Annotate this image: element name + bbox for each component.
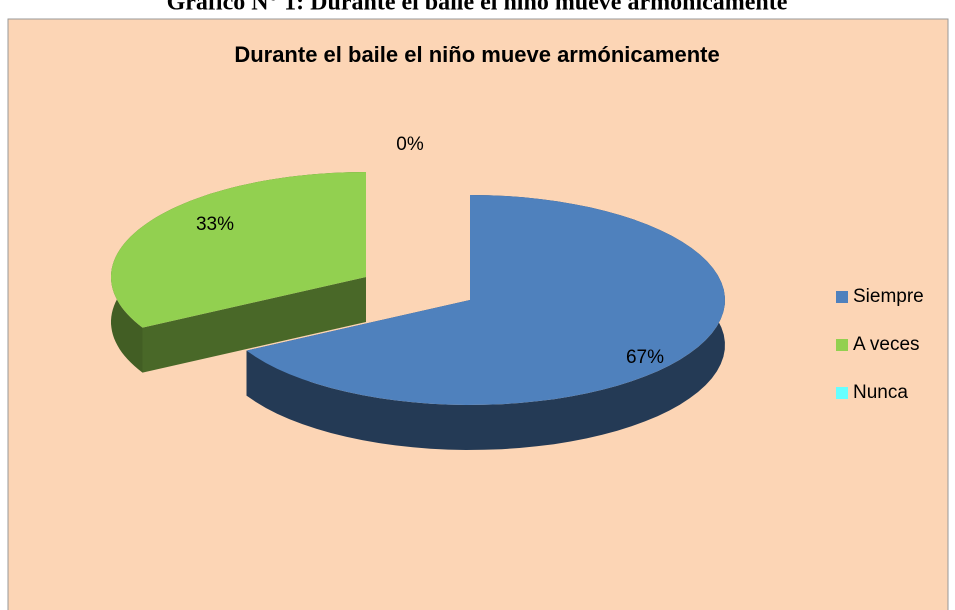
pie-slice (246, 195, 725, 450)
legend-swatch (836, 291, 848, 303)
data-label: 33% (196, 214, 234, 235)
pie-slice (111, 172, 366, 373)
data-label: 0% (396, 134, 424, 155)
legend-label: Siempre (853, 286, 924, 307)
legend-swatch (836, 387, 848, 399)
data-label: 67% (626, 347, 664, 368)
slice-radial-face (142, 277, 366, 373)
slice-top (246, 195, 725, 405)
legend-label: A veces (853, 334, 920, 355)
legend-swatch (836, 339, 848, 351)
slice-top (111, 172, 366, 328)
caption: Gráfico N° 1: Durante el baile el niño m… (167, 0, 788, 16)
legend-label: Nunca (853, 382, 908, 403)
chart-title: Durante el baile el niño mueve armónicam… (234, 42, 719, 67)
